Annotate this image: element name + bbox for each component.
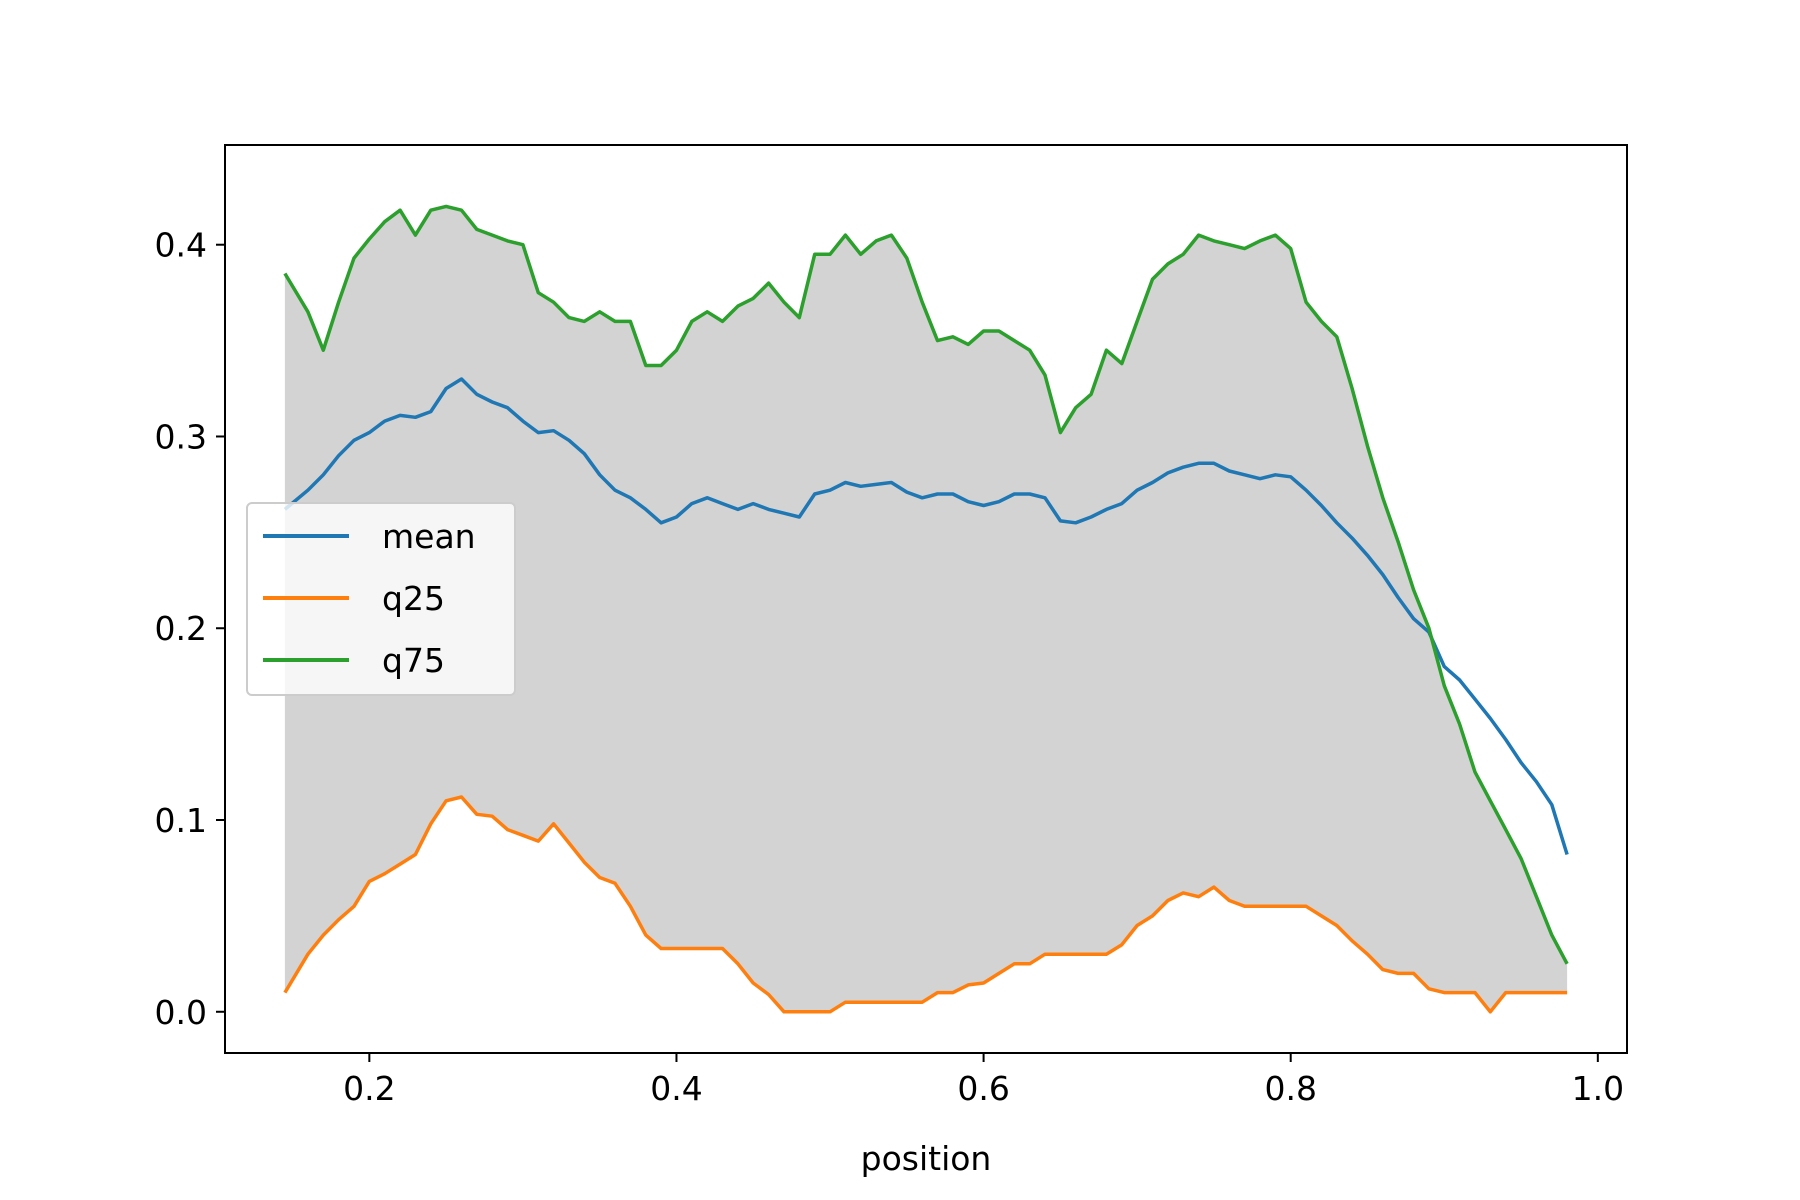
legend-label-mean: mean <box>382 517 476 556</box>
y-tick-label: 0.1 <box>155 801 207 840</box>
y-axis-ticks: 0.0 0.1 0.2 0.3 0.4 <box>155 226 225 1032</box>
x-tick-label: 1.0 <box>1572 1069 1624 1108</box>
legend-box <box>246 502 516 696</box>
x-tick-label: 0.8 <box>1264 1069 1316 1108</box>
series-line-q75 <box>283 204 1569 965</box>
x-tick-label: 0.4 <box>650 1069 702 1108</box>
legend-label-q25: q25 <box>382 579 445 618</box>
x-axis-ticks: 0.2 0.4 0.6 0.8 1.0 <box>343 1053 1624 1108</box>
x-axis-label: position <box>861 1139 992 1178</box>
iqr-band <box>284 206 1568 1012</box>
y-tick-label: 0.0 <box>155 993 207 1032</box>
shaded-band-layer <box>284 206 1568 1012</box>
series-layer <box>283 204 1569 1014</box>
y-tick-label: 0.3 <box>155 417 207 456</box>
y-tick-label: 0.4 <box>155 226 207 265</box>
x-tick-label: 0.2 <box>343 1069 395 1108</box>
x-tick-label: 0.6 <box>957 1069 1009 1108</box>
y-tick-label: 0.2 <box>155 609 207 648</box>
legend-label-q75: q75 <box>382 641 445 680</box>
series-line-q25 <box>283 795 1568 1014</box>
legend: mean q25 q75 <box>246 502 516 696</box>
plot-area-frame <box>224 144 1628 1054</box>
series-line-mean <box>283 377 1569 856</box>
